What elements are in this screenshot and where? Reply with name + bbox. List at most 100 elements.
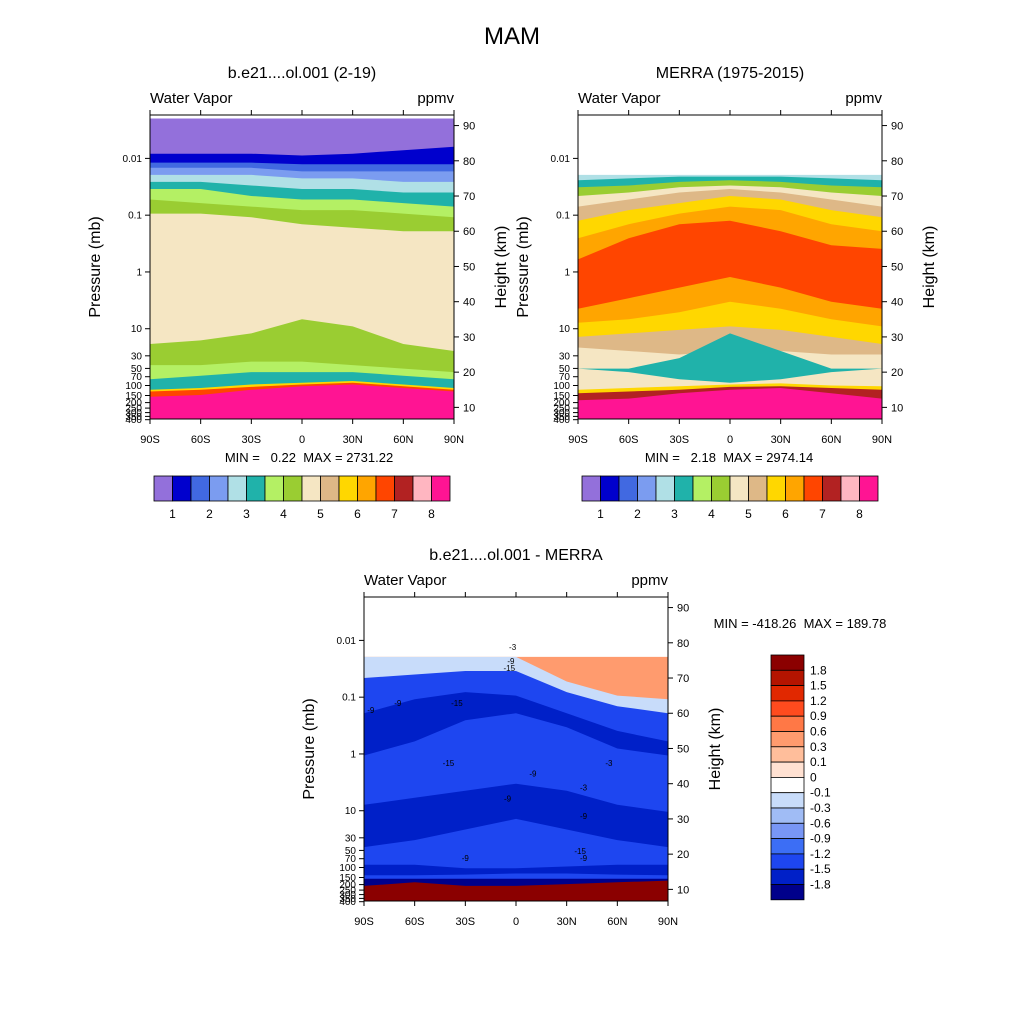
colorbar-label: 7	[391, 507, 398, 521]
colorbar-swatch	[227, 475, 247, 502]
colorbar-swatch	[674, 475, 694, 502]
panel-merra: MERRA (1975-2015) Water Vapor ppmv 0.01 0…	[515, 65, 938, 521]
colorbar-swatch	[770, 884, 805, 901]
contour-layer-0	[364, 880, 668, 901]
lat-tick-label: 90S	[354, 916, 374, 928]
colorbar-label: 4	[280, 507, 287, 521]
pressure-tick-label: 70	[131, 372, 143, 383]
pressure-tick-label: 50	[131, 364, 143, 375]
colorbar-swatch	[600, 475, 620, 502]
contour-fill-layers	[364, 656, 668, 901]
colorbar-swatch	[770, 868, 805, 885]
lat-tick-label: 0	[299, 434, 305, 446]
colorbar-swatch	[770, 822, 805, 839]
colorbar: 1 2 3 4 5 6 7 8	[153, 475, 451, 521]
pressure-tick-label: 150	[125, 391, 142, 402]
pressure-tick-label: 350	[339, 894, 356, 905]
contour-fill-layers	[150, 118, 454, 419]
pressure-tick-label: 300	[553, 408, 570, 419]
lat-tick-label: 90N	[872, 434, 892, 446]
colorbar: 1.81.51.20.90.60.30.10-0.1-0.3-0.6-0.9-1…	[770, 654, 831, 901]
colorbar-swatch	[770, 700, 805, 717]
contour-label: -15	[451, 699, 463, 708]
colorbar-label: 3	[243, 507, 250, 521]
pressure-tick-label: 400	[125, 415, 142, 426]
colorbar-label: -0.9	[810, 832, 831, 846]
height-tick-label: 50	[677, 743, 689, 755]
colorbar-label: 2	[634, 507, 641, 521]
colorbar-swatch	[172, 475, 192, 502]
panel-title: b.e21....ol.001 - MERRA	[429, 547, 603, 564]
contour-label: -9	[504, 794, 512, 803]
contour-label: -15	[443, 759, 455, 768]
right-label: ppmv	[631, 572, 668, 589]
colorbar-swatch	[840, 475, 860, 502]
right-label: ppmv	[845, 90, 882, 107]
y-axis-label: Pressure (mb)	[515, 216, 532, 317]
colorbar-swatch	[431, 475, 451, 502]
lat-tick-label: 30S	[242, 434, 262, 446]
height-tick-label: 20	[677, 849, 689, 861]
min-max-stats: MIN = 2.18 MAX = 2974.14	[645, 450, 813, 465]
pressure-tick-label: 200	[553, 398, 570, 409]
y-axis-label: Pressure (mb)	[301, 698, 318, 799]
colorbar-swatch	[246, 475, 266, 502]
lat-tick-label: 90N	[444, 434, 464, 446]
colorbar-label: 6	[354, 507, 361, 521]
panel-title: MERRA (1975-2015)	[656, 65, 805, 82]
pressure-tick-label: 70	[559, 372, 571, 383]
pressure-tick-label: 1	[564, 267, 570, 278]
contour-label: -3	[580, 784, 588, 793]
pressure-tick-label: 0.1	[556, 211, 570, 222]
lat-tick-label: 0	[513, 916, 519, 928]
pressure-tick-label: 0.01	[337, 636, 357, 647]
figure-title: MAM	[484, 23, 540, 50]
colorbar-swatch	[803, 475, 823, 502]
colorbar-label: -0.6	[810, 816, 831, 830]
colorbar-label: 4	[708, 507, 715, 521]
y2-axis-label: Height (km)	[493, 226, 510, 309]
left-label: Water Vapor	[578, 90, 661, 107]
pressure-tick-label: 0.01	[551, 154, 571, 165]
height-tick-label: 30	[891, 332, 903, 344]
pressure-tick-label: 250	[553, 404, 570, 415]
pressure-tick-label: 50	[345, 846, 357, 857]
colorbar-swatch	[412, 475, 432, 502]
height-tick-label: 50	[891, 261, 903, 273]
colorbar-swatch	[618, 475, 638, 502]
colorbar-swatch	[770, 792, 805, 809]
panel-difference: b.e21....ol.001 - MERRA Water Vapor ppmv…	[301, 547, 886, 928]
colorbar-label: 3	[671, 507, 678, 521]
colorbar-swatch	[320, 475, 340, 502]
colorbar-swatch	[729, 475, 749, 502]
pressure-tick-label: 1	[136, 267, 142, 278]
pressure-tick-label: 10	[131, 324, 143, 335]
pressure-tick-label: 350	[125, 412, 142, 423]
colorbar-swatch	[859, 475, 879, 502]
pressure-tick-label: 70	[345, 854, 357, 865]
colorbar-label: 2	[206, 507, 213, 521]
colorbar-swatch	[692, 475, 712, 502]
colorbar-swatch	[190, 475, 210, 502]
pressure-tick-label: 0.1	[128, 211, 142, 222]
colorbar-swatch	[375, 475, 395, 502]
pressure-tick-label: 10	[559, 324, 571, 335]
height-tick-label: 80	[677, 638, 689, 650]
min-max-stats: MIN = 0.22 MAX = 2731.22	[225, 450, 393, 465]
pressure-tick-label: 0.1	[342, 693, 356, 704]
contour-label: -15	[574, 847, 586, 856]
colorbar-swatch	[770, 807, 805, 824]
height-tick-label: 70	[463, 191, 475, 203]
colorbar-label: 8	[428, 507, 435, 521]
pressure-tick-label: 50	[559, 364, 571, 375]
pressure-tick-label: 100	[339, 863, 356, 874]
lat-tick-label: 30N	[557, 916, 577, 928]
colorbar-label: -1.8	[810, 878, 831, 892]
height-tick-label: 10	[677, 884, 689, 896]
colorbar-swatch	[770, 654, 805, 671]
pressure-tick-label: 300	[339, 890, 356, 901]
colorbar-label: -1.2	[810, 847, 831, 861]
